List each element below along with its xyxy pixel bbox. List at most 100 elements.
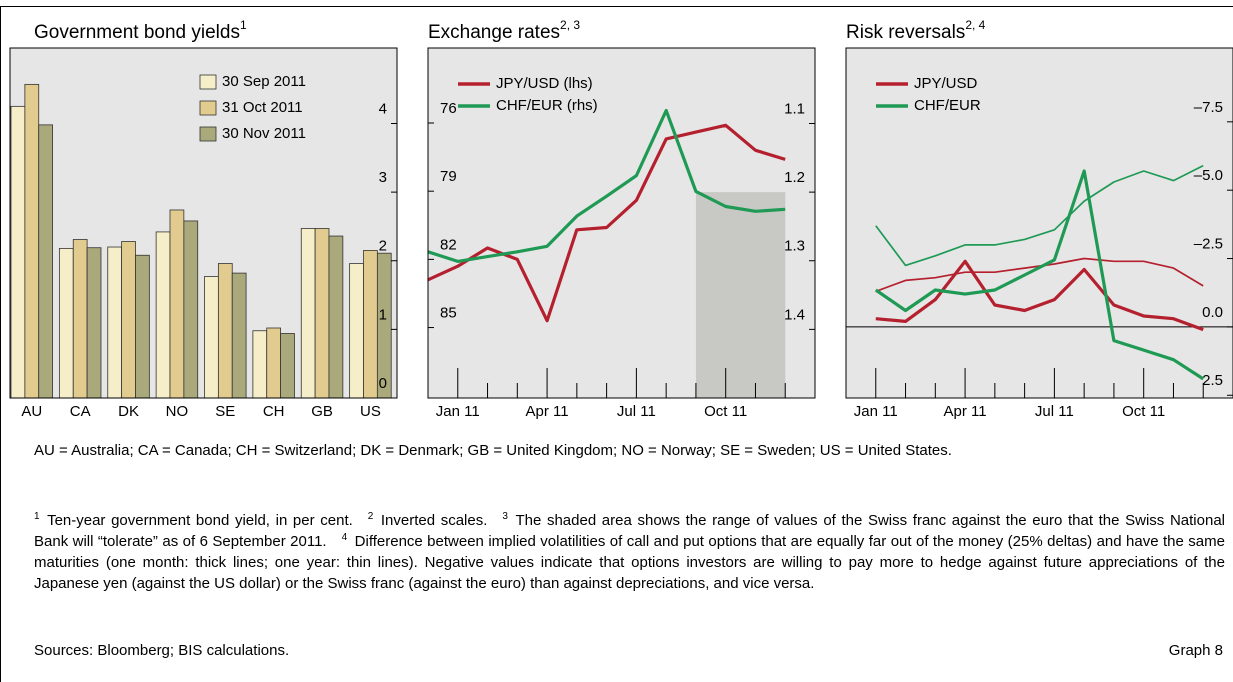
y-tick-label: 1.3 xyxy=(784,238,805,255)
x-tick-label: Jan 11 xyxy=(854,403,898,420)
y-tick-label: 2.5 xyxy=(1202,372,1223,389)
y-tick-label: 3 xyxy=(379,169,387,186)
x-tick-label: Oct 11 xyxy=(1122,403,1165,420)
legend-swatch xyxy=(199,100,217,116)
bar xyxy=(328,235,344,399)
y-tick-label: 82 xyxy=(440,236,457,253)
x-tick-label: Jul 11 xyxy=(617,403,656,420)
x-tick-label: NO xyxy=(166,403,189,420)
bar xyxy=(121,241,136,399)
y-tick-label: 76 xyxy=(440,100,457,117)
bar xyxy=(169,209,185,399)
bar xyxy=(86,247,102,399)
legend-label: JPY/USD xyxy=(914,75,978,92)
x-tick-label: SE xyxy=(215,403,235,420)
bar xyxy=(252,330,268,399)
legend-label: CHF/EUR xyxy=(914,97,981,114)
y-tick-label: –2.5 xyxy=(1194,236,1223,253)
bar xyxy=(135,254,150,399)
y-tick-label: 0.0 xyxy=(1202,304,1223,321)
bar xyxy=(363,250,378,399)
plot-area xyxy=(845,47,1233,399)
bar xyxy=(300,228,316,399)
footnote-mark: 1 xyxy=(34,511,40,522)
x-tick-label: AU xyxy=(21,403,42,420)
legend-label: CHF/EUR (rhs) xyxy=(496,97,598,114)
title-text: Government bond yields xyxy=(34,22,240,43)
y-tick-label: 0 xyxy=(379,375,387,392)
bar xyxy=(280,333,295,399)
y-tick-label: 1.2 xyxy=(784,169,805,186)
x-tick-label: Apr 11 xyxy=(526,403,569,420)
title-note: 1 xyxy=(240,18,247,32)
x-tick-label: DK xyxy=(118,403,139,420)
chart-title: Government bond yields1 xyxy=(34,18,247,43)
series-line xyxy=(874,169,1205,381)
bar xyxy=(266,327,282,399)
bar xyxy=(10,105,26,399)
plot-frame xyxy=(845,47,1233,399)
y-tick-label: 2 xyxy=(379,238,387,255)
footnote-mark: 3 xyxy=(502,511,508,522)
footnote-mark: 4 xyxy=(341,532,348,543)
bar xyxy=(38,124,54,399)
y-tick-label: 85 xyxy=(440,305,457,322)
sources: Sources: Bloomberg; BIS calculations. xyxy=(34,642,290,659)
abbreviations: AU = Australia; CA = Canada; CH = Switze… xyxy=(34,442,952,459)
series-line xyxy=(427,108,786,263)
bar xyxy=(24,83,40,399)
plot-frame xyxy=(9,47,398,399)
y-tick-label: 1.4 xyxy=(784,306,805,323)
footnote-text: Ten-year government bond yield, in per c… xyxy=(47,512,353,529)
bar xyxy=(107,246,123,399)
footnote-text: Inverted scales. xyxy=(380,512,488,529)
footnotes: 1 Ten-year government bond yield, in per… xyxy=(34,510,1225,594)
chart-title: Exchange rates2, 3 xyxy=(428,18,580,43)
x-tick-label: CH xyxy=(263,403,285,420)
series-line xyxy=(875,259,1204,332)
plot-frame xyxy=(427,47,816,399)
legend-swatch xyxy=(199,74,217,90)
x-tick-label: Jul 11 xyxy=(1035,403,1074,420)
bar xyxy=(349,263,364,399)
x-tick-label: Apr 11 xyxy=(944,403,987,420)
bar xyxy=(204,276,219,399)
legend-label: 30 Nov 2011 xyxy=(222,125,306,142)
x-tick-label: CA xyxy=(70,403,91,420)
bar xyxy=(58,247,74,399)
title-text: Risk reversals xyxy=(846,22,965,43)
footnote-text: Difference between implied volatilities … xyxy=(34,533,1225,592)
bar xyxy=(183,220,199,399)
bar xyxy=(72,239,88,399)
footnote-mark: 2 xyxy=(367,511,374,522)
chart-title: Risk reversals2, 4 xyxy=(846,18,986,43)
x-tick-label: Oct 11 xyxy=(704,403,747,420)
x-tick-label: GB xyxy=(311,403,333,420)
y-tick-label: 79 xyxy=(440,168,457,185)
y-tick-label: 1 xyxy=(379,306,387,323)
legend-label: JPY/USD (lhs) xyxy=(496,75,593,92)
y-tick-label: 4 xyxy=(379,100,387,117)
bar xyxy=(155,231,171,399)
title-text: Exchange rates xyxy=(428,22,560,43)
title-note: 2, 4 xyxy=(965,18,985,32)
y-tick-label: 1.1 xyxy=(784,100,805,117)
legend-swatch xyxy=(199,126,217,142)
title-note: 2, 3 xyxy=(560,18,580,32)
graph-label: Graph 8 xyxy=(1168,642,1223,659)
legend-label: 31 Oct 2011 xyxy=(222,99,303,116)
footnote-text: The shaded area shows the range of value… xyxy=(34,512,1225,550)
bar xyxy=(217,263,233,399)
bar xyxy=(314,228,330,399)
y-tick-label: –7.5 xyxy=(1194,99,1223,116)
series-line-thin xyxy=(875,164,1204,267)
frame xyxy=(0,6,1233,682)
series-line xyxy=(427,123,786,323)
shaded-range xyxy=(695,192,786,398)
bar xyxy=(231,272,247,399)
x-tick-label: Jan 11 xyxy=(436,403,480,420)
y-tick-label: –5.0 xyxy=(1194,167,1223,184)
legend-label: 30 Sep 2011 xyxy=(222,73,306,90)
